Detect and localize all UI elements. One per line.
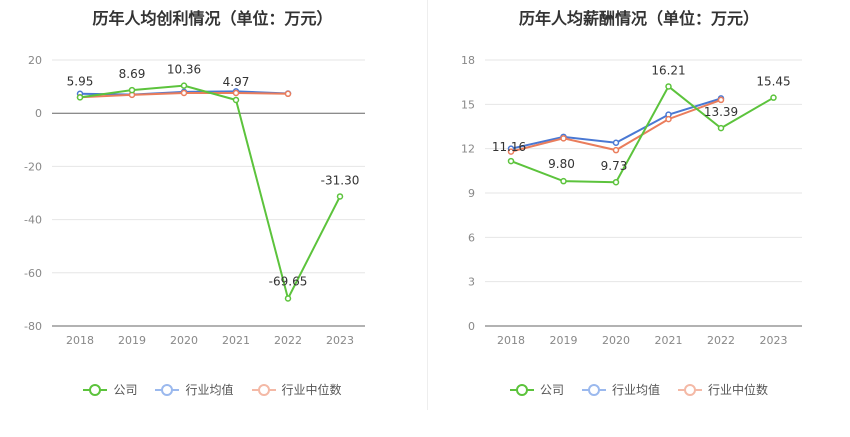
y-tick-label: 18 bbox=[461, 54, 475, 67]
chart-title: 历年人均薪酬情况（单位：万元） bbox=[518, 9, 759, 28]
data-point bbox=[612, 146, 620, 154]
data-point bbox=[336, 193, 344, 200]
x-tick-label: 2021 bbox=[222, 334, 250, 347]
data-point bbox=[507, 157, 515, 165]
legend-label: 行业均值 bbox=[611, 383, 660, 397]
data-label: 11.16 bbox=[492, 140, 526, 154]
data-point bbox=[560, 135, 567, 142]
data-label: 5.95 bbox=[67, 74, 94, 88]
chart-plot-area: 18 15 12 9 6 3 0 2018 2019 2020 2021 2022 2023 11.16 9… bbox=[461, 54, 802, 347]
chart-divider bbox=[427, 0, 428, 410]
x-tick-label: 2022 bbox=[274, 334, 302, 347]
legend-label: 行业中位数 bbox=[281, 383, 342, 397]
x-tick-label: 2023 bbox=[326, 334, 354, 347]
x-tick-label: 2018 bbox=[66, 334, 94, 347]
chart-title: 历年人均创利情况（单位：万元） bbox=[92, 9, 333, 28]
data-point bbox=[665, 115, 672, 123]
y-tick-label: 0 bbox=[468, 320, 475, 333]
data-point bbox=[507, 148, 515, 155]
data-label: -31.30 bbox=[321, 173, 360, 187]
data-label: 8.69 bbox=[119, 67, 146, 81]
data-label: 4.97 bbox=[223, 75, 250, 89]
y-tick-label: -20 bbox=[24, 160, 42, 173]
legend-item[interactable]: 公司 bbox=[509, 381, 564, 398]
legend-item[interactable]: 公司 bbox=[83, 381, 137, 398]
x-tick-label: 2021 bbox=[655, 334, 683, 347]
data-point bbox=[284, 90, 292, 98]
data-point bbox=[560, 177, 567, 185]
chart-plot-area: 20 0 -20 -40 -60 -80 2018 2019 2020 2021 2022 2023 5… bbox=[24, 54, 365, 347]
x-tick-label: 2019 bbox=[118, 334, 146, 347]
profit-per-capita-chart: 历年人均创利情况（单位：万元） 20 0 -20 -40 -60 -80 2018 2019 2… bbox=[0, 9, 425, 398]
chart-legend: 公司 行业均值 行业中位数 bbox=[428, 381, 850, 398]
y-tick-label: 15 bbox=[461, 98, 475, 111]
legend-item[interactable]: 行业中位数 bbox=[678, 381, 768, 398]
legend-marker-icon bbox=[83, 383, 108, 396]
legend-label: 公司 bbox=[113, 383, 138, 397]
legend-item[interactable]: 行业均值 bbox=[581, 381, 660, 398]
data-label: -69.65 bbox=[269, 274, 308, 288]
x-tick-label: 2023 bbox=[760, 334, 788, 347]
legend-marker-icon bbox=[581, 383, 606, 396]
series-line bbox=[79, 84, 341, 302]
data-label: 16.21 bbox=[651, 63, 685, 77]
data-label: 13.39 bbox=[704, 105, 738, 119]
data-label: 15.45 bbox=[756, 75, 790, 89]
legend-item[interactable]: 行业均值 bbox=[155, 381, 234, 398]
data-point bbox=[717, 124, 725, 132]
data-point bbox=[232, 89, 240, 97]
data-point bbox=[612, 139, 620, 147]
legend-item[interactable]: 行业中位数 bbox=[251, 381, 342, 398]
data-point bbox=[612, 178, 620, 186]
y-tick-label: -60 bbox=[24, 267, 42, 280]
chart-legend: 公司 行业均值 行业中位数 bbox=[0, 381, 425, 398]
y-tick-label: 20 bbox=[28, 54, 42, 67]
x-tick-label: 2018 bbox=[497, 334, 525, 347]
legend-marker-icon bbox=[155, 383, 180, 396]
data-point bbox=[232, 96, 240, 104]
y-tick-label: 3 bbox=[468, 276, 475, 289]
data-label: 9.73 bbox=[601, 159, 628, 173]
y-tick-label: 6 bbox=[468, 231, 475, 244]
legend-marker-icon bbox=[251, 383, 276, 396]
x-tick-label: 2020 bbox=[602, 334, 630, 347]
data-point bbox=[717, 96, 725, 104]
data-point bbox=[284, 295, 292, 302]
data-label: 10.36 bbox=[167, 63, 201, 77]
x-tick-label: 2020 bbox=[170, 334, 198, 347]
y-tick-label: 12 bbox=[461, 143, 475, 156]
data-point bbox=[180, 89, 188, 97]
series-line bbox=[510, 84, 775, 184]
salary-per-capita-chart: 历年人均薪酬情况（单位：万元） 18 15 12 9 6 3 0 2018 2019 2020 20… bbox=[428, 0, 850, 437]
data-point bbox=[770, 94, 777, 101]
x-tick-label: 2019 bbox=[550, 334, 578, 347]
data-point bbox=[128, 86, 136, 94]
data-point bbox=[76, 94, 84, 101]
x-tick-label: 2022 bbox=[707, 334, 735, 347]
legend-label: 行业中位数 bbox=[708, 383, 769, 397]
y-tick-label: -40 bbox=[24, 214, 42, 227]
y-tick-label: 0 bbox=[35, 107, 42, 120]
data-label: 9.80 bbox=[548, 157, 575, 171]
legend-label: 行业均值 bbox=[185, 383, 234, 397]
legend-label: 公司 bbox=[539, 383, 564, 397]
legend-marker-icon bbox=[678, 383, 702, 396]
y-tick-label: 9 bbox=[468, 187, 475, 200]
data-point bbox=[180, 82, 188, 89]
y-tick-label: -80 bbox=[24, 320, 42, 333]
data-point bbox=[665, 83, 672, 90]
legend-marker-icon bbox=[509, 383, 534, 396]
